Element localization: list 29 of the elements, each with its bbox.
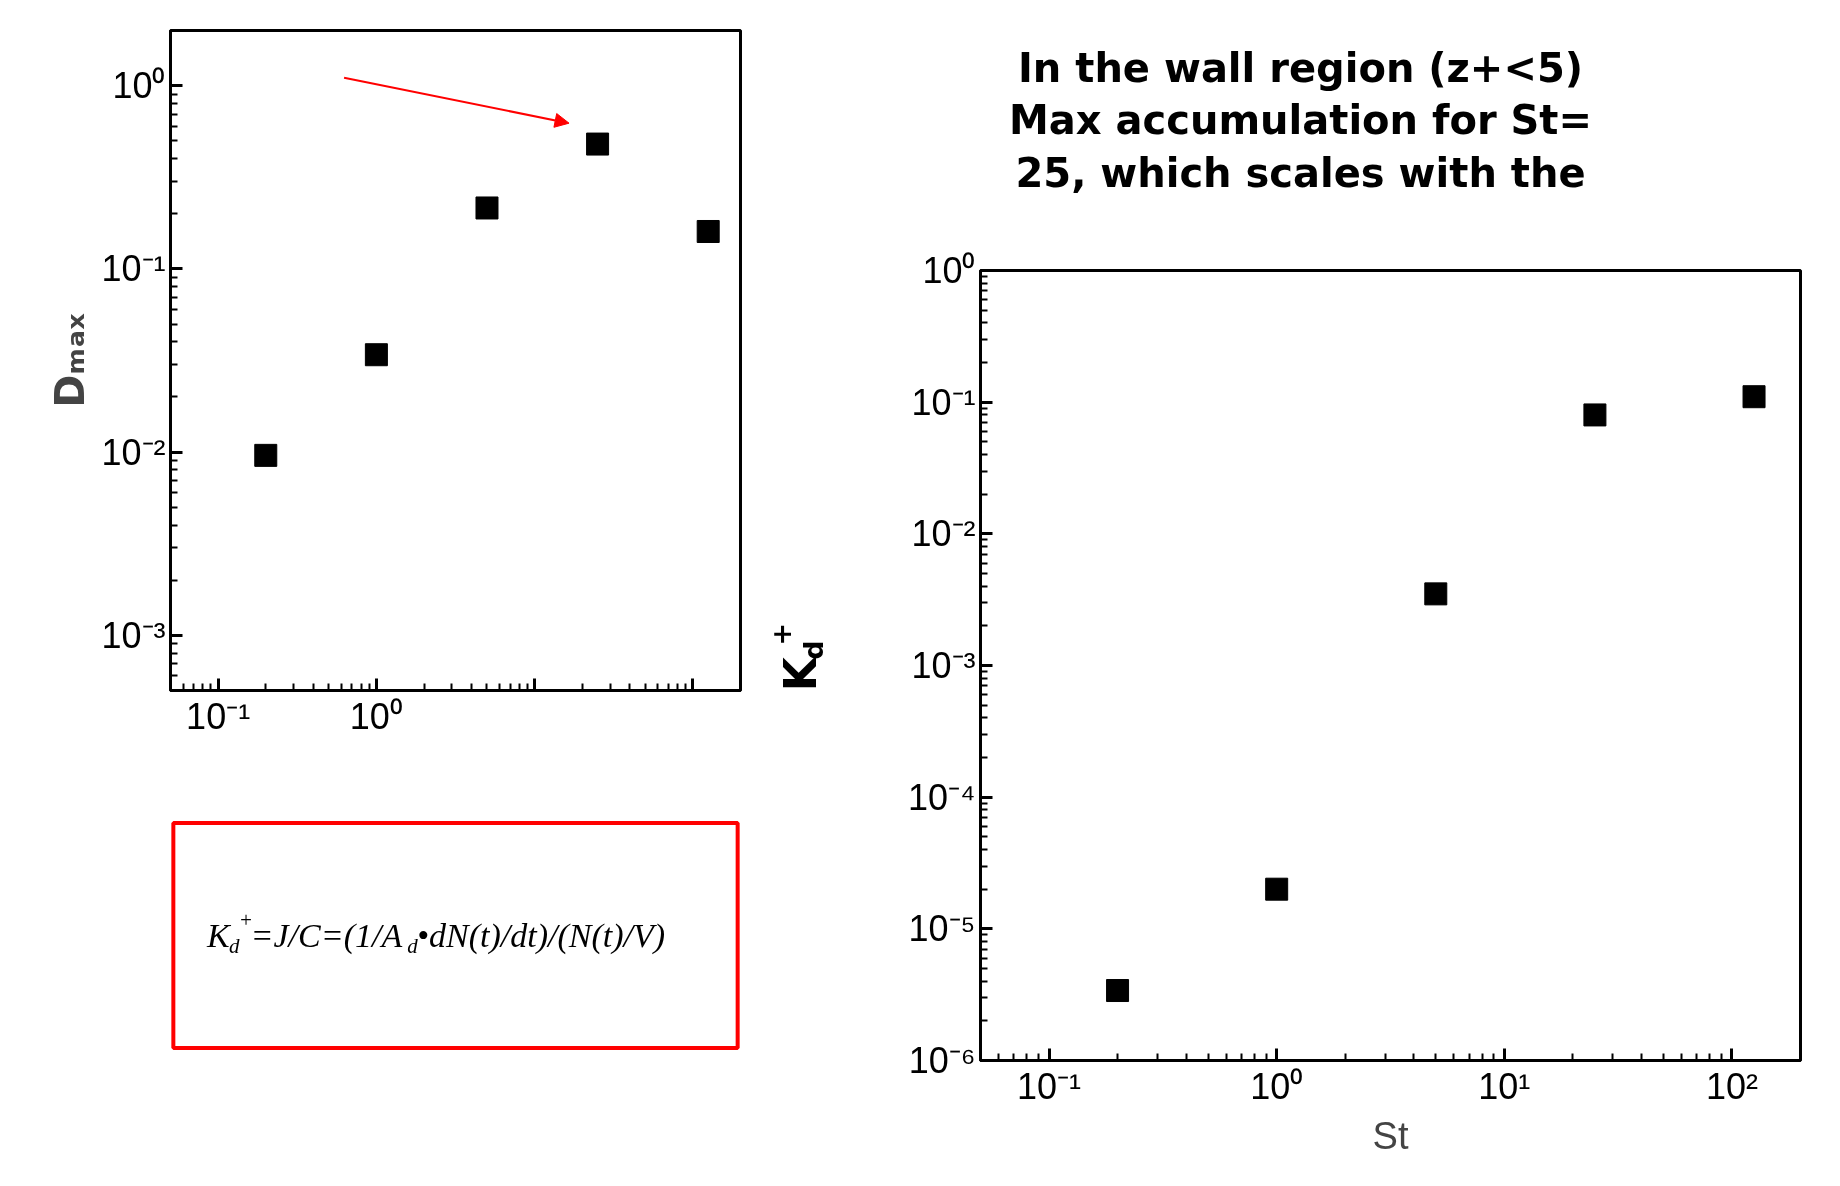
y-tick-label: 10⁻⁶ xyxy=(908,1040,976,1081)
point xyxy=(254,443,278,467)
point xyxy=(586,132,610,156)
y-tick-label: 10⁻² xyxy=(911,513,976,555)
x-tick-label: 10⁻¹ xyxy=(1017,1065,1082,1107)
point xyxy=(364,343,388,367)
y-tick-label: 10⁻¹ xyxy=(911,381,976,423)
point xyxy=(1742,385,1766,409)
y-tick-label: 10⁻⁴ xyxy=(907,776,976,818)
x-tick-label: 10¹ xyxy=(1478,1065,1531,1107)
point xyxy=(475,196,499,220)
y-tick-label: 10⁻³ xyxy=(101,614,166,656)
x-tick-label: 10⁰ xyxy=(1250,1065,1304,1107)
point xyxy=(1424,582,1448,606)
point xyxy=(1265,877,1289,901)
point xyxy=(696,219,720,243)
y-tick-label: 10⁻⁵ xyxy=(908,908,976,950)
y-tick-label: 10⁰ xyxy=(112,65,166,107)
y-tick-label: 10⁻² xyxy=(101,431,166,473)
text: In the wall region (z+<5) Max accumulation for St= 25, which scales with the xyxy=(1009,44,1592,197)
y-tick-label: 10⁻³ xyxy=(911,645,976,686)
point xyxy=(1583,403,1607,427)
y-axis-title: Dₘₐₓ xyxy=(47,312,94,408)
y-tick-label: 10⁻¹ xyxy=(101,248,166,290)
y-tick-label: 10⁰ xyxy=(922,250,976,291)
x-tick-label: 10² xyxy=(1705,1065,1758,1107)
point xyxy=(1106,979,1130,1003)
x-axis-title: St xyxy=(1372,1114,1409,1157)
y-axis-title: Kd+ xyxy=(765,622,830,692)
